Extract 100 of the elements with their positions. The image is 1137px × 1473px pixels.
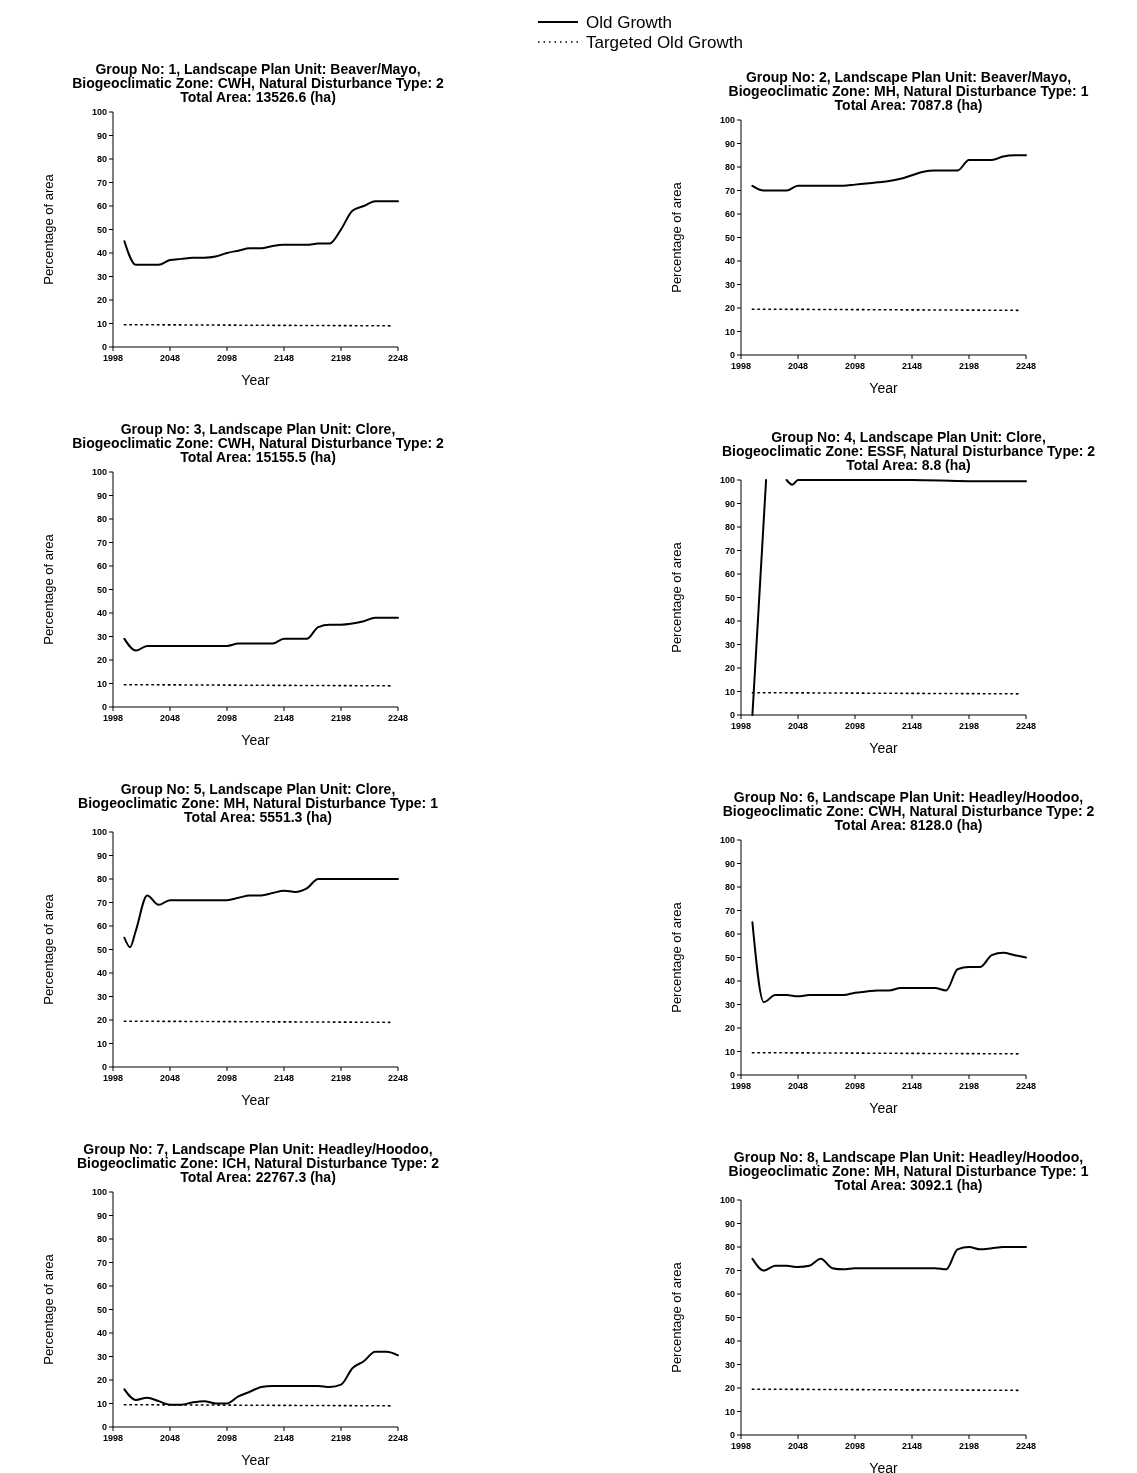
y-tick-label: 70 — [724, 185, 735, 196]
y-tick-label: 40 — [724, 616, 735, 626]
y-tick-label: 20 — [96, 295, 107, 305]
y-tick-label: 90 — [96, 490, 107, 501]
y-axis-title: Percentage of area — [41, 1253, 56, 1365]
x-axis-title: Year — [241, 1452, 270, 1468]
x-tick-label: 2248 — [387, 1433, 409, 1443]
x-tick-label: 2048 — [159, 353, 181, 363]
x-axis-title: Year — [241, 1092, 270, 1108]
y-tick-label: 40 — [96, 968, 107, 978]
y-tick-label: 40 — [724, 1336, 735, 1346]
y-tick-label: 0 — [101, 1422, 107, 1432]
y-tick-label: 60 — [724, 209, 735, 219]
y-axis-title: Percentage of area — [41, 173, 56, 285]
x-tick-label: 2248 — [1015, 361, 1037, 371]
line-series — [751, 1246, 1027, 1272]
y-tick-label: 80 — [724, 882, 735, 892]
x-tick-label: 2148 — [901, 361, 923, 371]
y-tick-label: 80 — [724, 522, 735, 532]
x-tick-label: 2248 — [1015, 1441, 1037, 1451]
x-tick-label: 1998 — [102, 713, 124, 723]
x-tick-label: 2098 — [844, 1441, 866, 1451]
x-tick-label: 2098 — [216, 353, 238, 363]
x-tick-label: 2048 — [787, 721, 809, 731]
x-axis-title: Year — [869, 1460, 898, 1473]
chart-title: Group No: 8, Landscape Plan Unit: Headley/Hoodoo, Biogeoclimatic Zone: MH, Natural Disturbance Type: 1 Total Area: 3092.1 (ha) — [728, 1149, 1089, 1193]
y-tick-label: 80 — [724, 1242, 735, 1252]
y-tick-label: 60 — [724, 1289, 735, 1299]
y-tick-label: 50 — [96, 584, 107, 595]
y-tick-label: 90 — [96, 1210, 107, 1221]
y-tick-label: 80 — [96, 1234, 107, 1244]
y-tick-label: 90 — [724, 498, 735, 509]
y-tick-label: 50 — [724, 232, 735, 243]
x-tick-label: 2198 — [958, 1441, 980, 1451]
y-tick-label: 100 — [91, 827, 107, 837]
line-series — [123, 1350, 399, 1406]
y-tick-label: 10 — [96, 318, 107, 329]
y-tick-label: 30 — [724, 279, 735, 290]
y-tick-label: 90 — [96, 130, 107, 141]
y-tick-label: 50 — [724, 1312, 735, 1323]
chart-title: Group No: 5, Landscape Plan Unit: Clore, Biogeoclimatic Zone: MH, Natural Disturbance Type: 1 Total Area: 5551.3 (ha) — [78, 781, 439, 825]
x-tick-label: 2048 — [159, 1433, 181, 1443]
x-tick-label: 2198 — [330, 353, 352, 363]
x-tick-label: 1998 — [102, 353, 124, 363]
y-tick-label: 20 — [96, 1375, 107, 1385]
y-axis-title: Percentage of area — [669, 901, 684, 1013]
y-tick-label: 30 — [724, 1359, 735, 1370]
x-tick-label: 2148 — [901, 1081, 923, 1091]
x-tick-label: 2048 — [159, 713, 181, 723]
x-tick-label: 2198 — [958, 721, 980, 731]
x-tick-label: 2048 — [787, 361, 809, 371]
y-tick-label: 100 — [91, 467, 107, 477]
y-tick-label: 90 — [96, 850, 107, 861]
x-tick-label: 2098 — [844, 721, 866, 731]
y-tick-label: 0 — [729, 350, 735, 360]
chart-title: Group No: 7, Landscape Plan Unit: Headley/Hoodoo, Biogeoclimatic Zone: ICH, Natural Disturbance Type: 2 Total Area: 22767.3 (ha) — [76, 1141, 440, 1185]
y-tick-label: 90 — [724, 858, 735, 869]
y-tick-label: 100 — [719, 475, 735, 485]
y-tick-label: 10 — [96, 1038, 107, 1049]
x-tick-label: 2198 — [958, 361, 980, 371]
y-tick-label: 10 — [724, 1406, 735, 1417]
chart-title: Group No: 4, Landscape Plan Unit: Clore, Biogeoclimatic Zone: ESSF, Natural Disturbance Type: 2 Total Area: 8.8 (ha) — [721, 429, 1096, 473]
y-tick-label: 10 — [724, 326, 735, 337]
x-tick-label: 2148 — [273, 713, 295, 723]
y-tick-label: 0 — [101, 702, 107, 712]
y-tick-label: 10 — [724, 1046, 735, 1057]
x-axis-title: Year — [241, 732, 270, 748]
y-tick-label: 20 — [96, 1015, 107, 1025]
x-tick-label: 2098 — [216, 1073, 238, 1083]
line-series — [123, 616, 399, 652]
y-tick-label: 70 — [96, 897, 107, 908]
y-tick-label: 30 — [96, 631, 107, 642]
y-tick-label: 20 — [724, 663, 735, 673]
y-tick-label: 0 — [729, 710, 735, 720]
y-axis-title: Percentage of area — [669, 1261, 684, 1373]
x-axis-title: Year — [869, 1100, 898, 1116]
x-tick-label: 2148 — [273, 1073, 295, 1083]
y-tick-label: 10 — [96, 1398, 107, 1409]
chart-title: Group No: 2, Landscape Plan Unit: Beaver/Mayo, Biogeoclimatic Zone: MH, Natural Disturbance Type: 1 Total Area: 7087.8 (ha) — [728, 69, 1089, 113]
y-tick-label: 50 — [96, 224, 107, 235]
y-tick-label: 20 — [96, 655, 107, 665]
y-tick-label: 60 — [96, 201, 107, 211]
y-tick-label: 10 — [724, 686, 735, 697]
y-tick-label: 30 — [724, 999, 735, 1010]
y-tick-label: 70 — [96, 177, 107, 188]
y-tick-label: 0 — [729, 1070, 735, 1080]
x-tick-label: 2198 — [330, 1073, 352, 1083]
y-tick-label: 90 — [724, 138, 735, 149]
x-tick-label: 1998 — [730, 1441, 752, 1451]
y-tick-label: 100 — [719, 115, 735, 125]
y-tick-label: 60 — [96, 1281, 107, 1291]
y-tick-label: 100 — [719, 1195, 735, 1205]
x-tick-label: 2098 — [216, 1433, 238, 1443]
y-tick-label: 0 — [101, 342, 107, 352]
y-tick-label: 50 — [724, 592, 735, 603]
y-axis-title: Percentage of area — [41, 533, 56, 645]
y-tick-label: 80 — [724, 162, 735, 172]
x-tick-label: 2048 — [787, 1081, 809, 1091]
x-tick-label: 1998 — [730, 721, 752, 731]
y-tick-label: 100 — [719, 835, 735, 845]
